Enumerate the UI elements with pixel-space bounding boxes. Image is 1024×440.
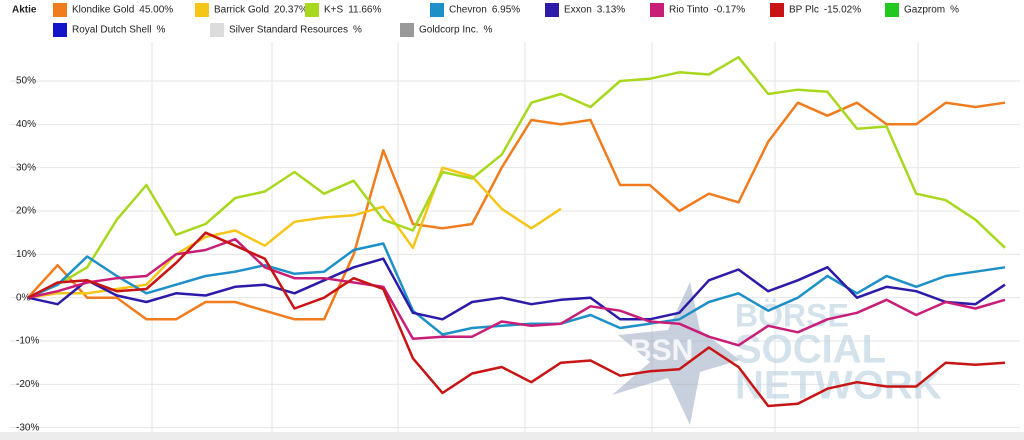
watermark-star xyxy=(612,282,740,425)
legend-swatch xyxy=(430,3,444,17)
legend-value: % xyxy=(156,25,165,36)
y-tick-label: 30% xyxy=(16,162,36,173)
legend-swatch xyxy=(305,3,319,17)
legend-swatch xyxy=(210,23,224,37)
y-tick-label: 40% xyxy=(16,119,36,130)
legend-value: 20.37% xyxy=(274,5,308,16)
series-line xyxy=(27,55,1006,299)
y-tick-label: -10% xyxy=(16,336,39,347)
legend-swatch xyxy=(400,23,414,37)
y-tick-label: 0% xyxy=(16,292,31,303)
legend-name: Barrick Gold xyxy=(214,5,269,16)
watermark-badge: BSN xyxy=(630,334,693,367)
legend-name: Silver Standard Resources xyxy=(229,25,348,36)
legend-value: -15.02% xyxy=(824,5,861,16)
legend-swatch xyxy=(545,3,559,17)
y-tick-label: -30% xyxy=(16,422,39,433)
legend-name: Chevron xyxy=(449,5,487,16)
y-tick-label: 50% xyxy=(16,76,36,87)
series-line xyxy=(27,231,1006,408)
legend-name: Gazprom xyxy=(904,5,945,16)
series-line xyxy=(27,237,1006,347)
series-line xyxy=(27,166,562,299)
y-tick-label: 10% xyxy=(16,249,36,260)
legend-swatch xyxy=(53,3,67,17)
legend-value: 11.66% xyxy=(348,5,381,16)
legend-swatch xyxy=(195,3,209,17)
legend-name: Klondike Gold xyxy=(72,5,134,16)
legend-name: Rio Tinto xyxy=(669,5,709,16)
watermark: BSN BÖRSE SOCIAL NETWORK xyxy=(612,282,942,425)
legend-value: 3.13% xyxy=(597,5,625,16)
legend-swatch xyxy=(53,23,67,37)
legend-name: K+S xyxy=(324,5,344,16)
legend-value: % xyxy=(950,5,959,16)
legend-value: 6.95% xyxy=(492,5,520,16)
legend-swatch xyxy=(885,3,899,17)
series-line xyxy=(27,257,1006,321)
legend-value: -0.17% xyxy=(713,5,745,16)
y-tick-label: -20% xyxy=(16,379,39,390)
legend-swatch xyxy=(770,3,784,17)
legend-name: Exxon xyxy=(564,5,592,16)
legend-swatch xyxy=(650,3,664,17)
legend-name: BP Plc xyxy=(789,5,819,16)
legend-value: 45.00% xyxy=(139,5,173,16)
watermark-line: SOCIAL xyxy=(735,328,886,372)
legend-name: Royal Dutch Shell xyxy=(72,25,151,36)
scroll-bar xyxy=(0,432,1024,440)
y-tick-label: 20% xyxy=(16,206,36,217)
legend-value: % xyxy=(483,25,492,36)
legend-name: Goldcorp Inc. xyxy=(419,25,478,36)
legend-value: % xyxy=(353,25,362,36)
legend-title: Aktie xyxy=(12,5,37,16)
